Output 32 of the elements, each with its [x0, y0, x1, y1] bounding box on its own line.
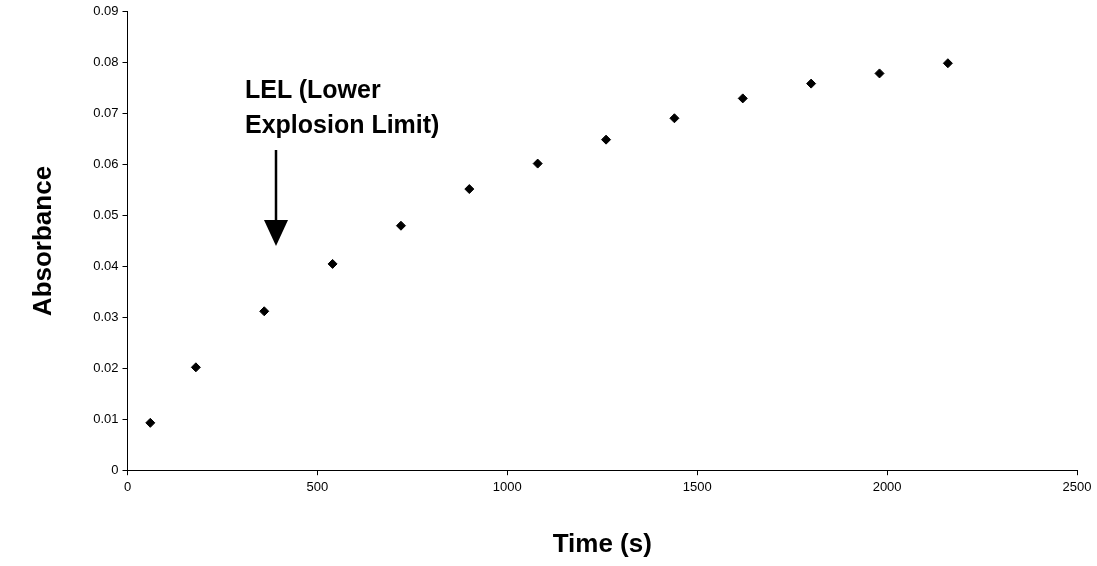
y-tick-label: 0.05 [93, 207, 119, 223]
point [532, 158, 543, 169]
annotation: LEL (Lower Explosion Limit) [245, 74, 441, 140]
x-tick-label: 1000 [492, 478, 522, 494]
point [737, 93, 748, 104]
point [806, 78, 817, 89]
y-tick-label: 0.02 [93, 359, 119, 375]
x-tick-label: 0 [123, 478, 132, 494]
point [327, 258, 338, 269]
point [395, 220, 406, 231]
y-tick-label: 0.08 [93, 54, 119, 70]
x-tick-label: 500 [306, 478, 329, 494]
y-tick-label: 0.03 [93, 308, 119, 324]
y-tick-label: 0.09 [93, 3, 119, 19]
point [942, 58, 953, 69]
y-tick-label: 0.07 [93, 105, 119, 121]
y-tick-label: 0.06 [93, 156, 119, 172]
point [464, 184, 475, 195]
x-tick-label: 1500 [682, 478, 712, 494]
point [874, 68, 885, 79]
y-tick-label: 0.01 [93, 410, 119, 426]
point [145, 417, 156, 428]
x-axis-title: Time (s) [552, 527, 652, 558]
x-tick-label: 2000 [872, 478, 902, 494]
point [669, 113, 680, 124]
y-tick-label: 0 [111, 461, 119, 477]
point [601, 134, 612, 145]
point [190, 362, 201, 373]
x-tick-label: 2500 [1062, 478, 1092, 494]
y-tick-label: 0.04 [93, 258, 119, 274]
y-axis-title: Absorbance [26, 165, 57, 317]
point [259, 306, 270, 317]
